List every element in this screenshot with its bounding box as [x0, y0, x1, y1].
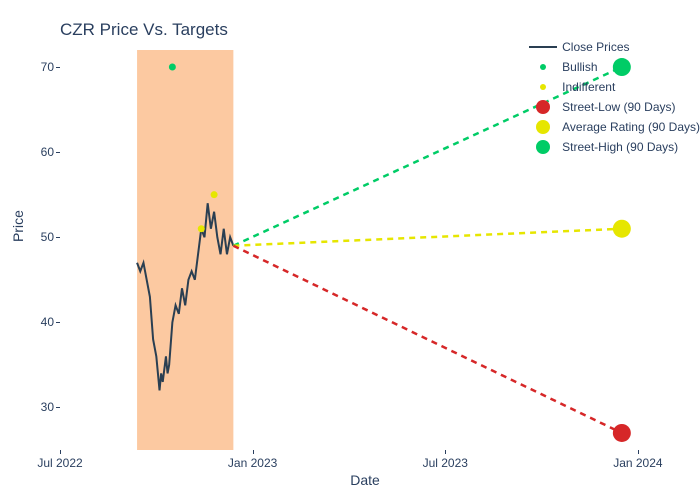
legend-item: Close Prices: [528, 38, 700, 56]
legend-dot-marker: [540, 64, 546, 70]
x-tick-label: Jan 2024: [613, 456, 662, 470]
legend-label: Average Rating (90 Days): [562, 120, 700, 134]
x-tick-label: Jul 2023: [423, 456, 468, 470]
bullish-point: [169, 64, 176, 71]
indifferent-point-1: [211, 191, 218, 198]
chart-container: CZR Price Vs. Targets Price Date 30 40 50 6…: [0, 0, 700, 500]
legend-item: Street-Low (90 Days): [528, 98, 700, 116]
projection-line-street_low: [233, 246, 621, 433]
x-tick-label: Jan 2023: [228, 456, 277, 470]
y-tick-label: 40: [41, 315, 54, 329]
legend-dot-marker: [536, 120, 550, 134]
x-axis-label: Date: [350, 472, 380, 488]
y-tick-label: 50: [41, 230, 54, 244]
legend-item: Indifferent: [528, 78, 700, 96]
legend-label: Close Prices: [562, 40, 629, 54]
legend-label: Indifferent: [562, 80, 615, 94]
legend-item: Bullish: [528, 58, 700, 76]
legend-dot-marker: [536, 100, 550, 114]
projection-dot-street_low: [613, 424, 631, 442]
legend-label: Street-High (90 Days): [562, 140, 678, 154]
legend: Close Prices Bullish Indifferent Street-Low…: [528, 38, 700, 158]
x-tick-label: Jul 2022: [37, 456, 82, 470]
y-tick-label: 60: [41, 145, 54, 159]
legend-item: Street-High (90 Days): [528, 138, 700, 156]
y-axis-label: Price: [10, 210, 26, 242]
legend-dot-marker: [540, 84, 546, 90]
legend-label: Bullish: [562, 60, 597, 74]
chart-title: CZR Price Vs. Targets: [60, 20, 670, 40]
legend-label: Street-Low (90 Days): [562, 100, 675, 114]
legend-line-marker: [529, 46, 557, 48]
projection-dot-average_rating: [613, 220, 631, 238]
y-tick-label: 30: [41, 400, 54, 414]
legend-dot-marker: [536, 140, 550, 154]
legend-item: Average Rating (90 Days): [528, 118, 700, 136]
y-tick-label: 70: [41, 60, 54, 74]
projection-line-average_rating: [233, 229, 621, 246]
indifferent-point-0: [198, 225, 205, 232]
